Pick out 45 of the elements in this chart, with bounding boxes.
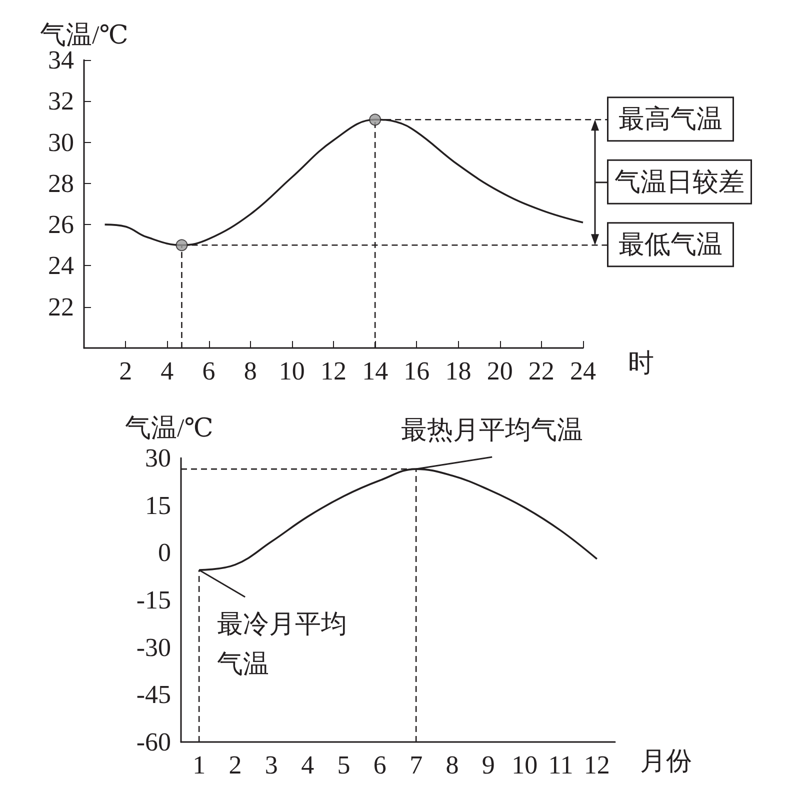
y-tick-label: 0 [158, 538, 171, 568]
y-tick-label: 32 [48, 86, 74, 116]
x-axis-title: 时 [628, 348, 654, 378]
y-tick-label: 30 [145, 444, 171, 472]
x-tick-label: 7 [410, 750, 423, 780]
x-tick-label: 16 [404, 356, 430, 386]
x-tick-label: 5 [337, 750, 350, 780]
text: 气温日较差 [614, 167, 744, 196]
x-tick-label: 12 [320, 356, 346, 386]
x-tick-label: 2 [119, 356, 132, 386]
x-tick-label: 10 [512, 750, 538, 780]
x-tick-label: 14 [362, 356, 388, 386]
y-tick-label: -45 [136, 680, 171, 710]
x-tick-label: 11 [548, 750, 574, 780]
x-tick-label: 2 [228, 750, 242, 780]
x-tick-label: 4 [160, 356, 174, 386]
y-tick-label: -30 [136, 632, 171, 662]
x-tick-label: 3 [264, 750, 278, 780]
x-tick-label: 4 [301, 750, 314, 780]
y-tick-label: -60 [136, 728, 171, 756]
y-axis-title: 气温/℃ [125, 414, 214, 442]
y-tick-label: 28 [48, 168, 74, 198]
x-axis-title: 月份 [640, 746, 692, 776]
y-tick-label: 30 [48, 128, 74, 157]
x-tick-label: 12 [584, 750, 610, 780]
x-tick-label: 6 [202, 356, 216, 386]
y-tick-label: 24 [48, 251, 74, 280]
x-tick-label: 24 [570, 356, 596, 386]
x-tick-label: 10 [278, 356, 305, 386]
text: 最高气温 [618, 104, 722, 134]
annotation: 最冷月平均气温 [217, 610, 348, 679]
y-tick-label: 22 [48, 292, 74, 322]
x-tick-label: 22 [528, 356, 554, 386]
x-tick-label: 18 [445, 356, 472, 386]
y-tick-label: 26 [48, 210, 74, 240]
x-tick-label: 20 [486, 356, 513, 386]
x-tick-label: 6 [373, 750, 386, 780]
x-tick-label: 9 [482, 750, 495, 780]
x-tick-label: 8 [446, 750, 459, 780]
annotation: 最热月平均气温 [401, 416, 584, 445]
text: 最低气温 [618, 230, 722, 260]
y-tick-label: 15 [145, 490, 171, 520]
y-tick-label: -15 [136, 586, 171, 614]
x-tick-label: 1 [192, 750, 206, 780]
x-tick-label: 8 [244, 356, 257, 386]
